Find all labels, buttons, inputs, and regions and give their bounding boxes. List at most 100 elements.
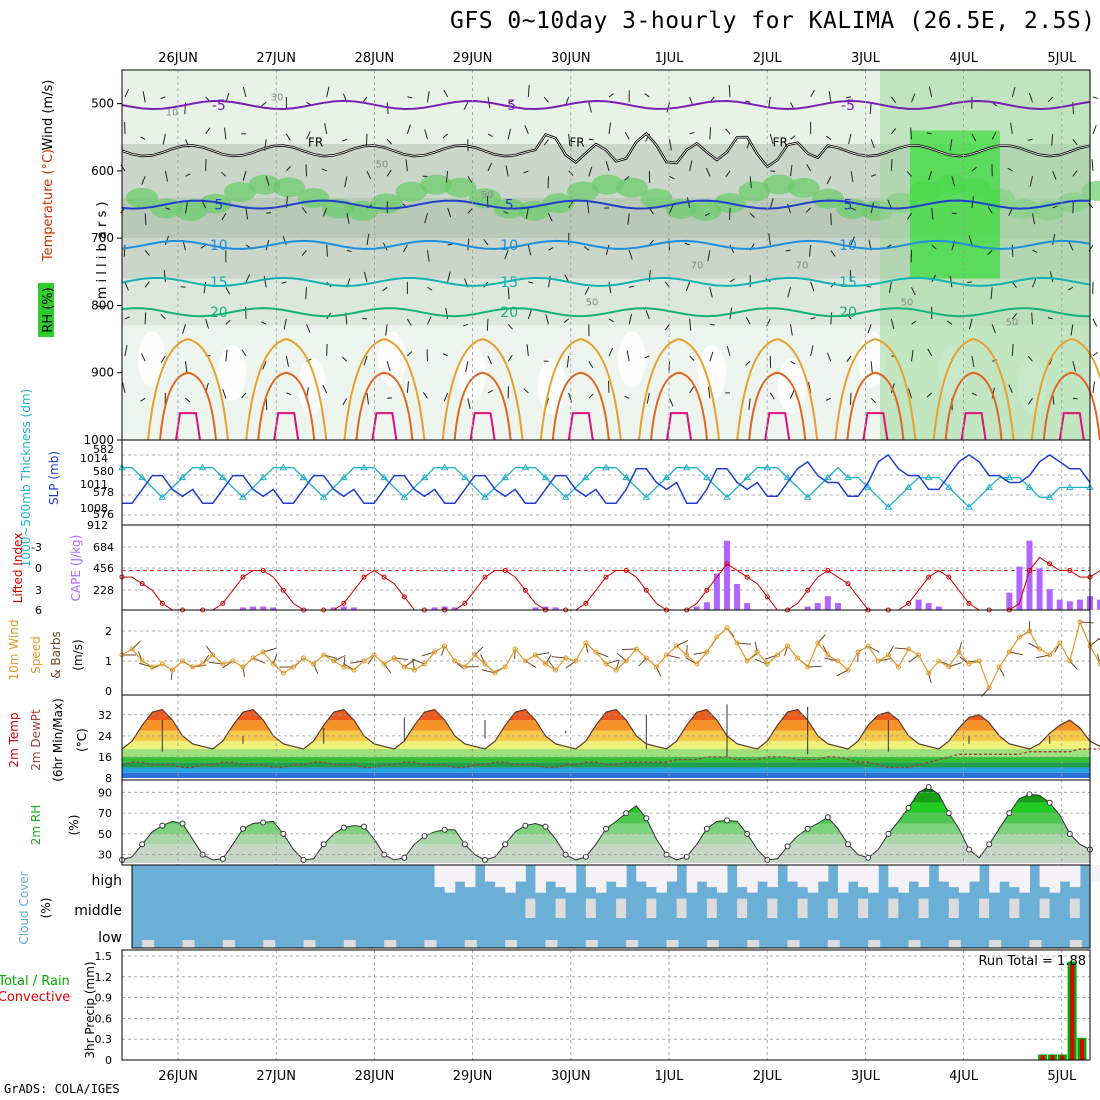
- cloud-gap-low: [585, 940, 598, 948]
- cape-bar: [713, 573, 720, 610]
- wind-barb: [507, 128, 511, 140]
- rh-blob: [689, 200, 722, 221]
- rh-point: [582, 853, 589, 860]
- wind-speed-point: [301, 655, 306, 661]
- wind-barb: [443, 392, 449, 402]
- grads-credit: GrADS: COLA/IGES: [4, 1082, 120, 1096]
- wind-speed-point: [210, 652, 216, 658]
- cloud-gap-high: [858, 865, 869, 888]
- wind-barb: [443, 89, 449, 98]
- li-point: [1047, 561, 1053, 567]
- wind-barb: [968, 235, 973, 246]
- wind-barb: [346, 249, 352, 253]
- wind-barb: [144, 249, 150, 256]
- thickness-point: [723, 493, 731, 500]
- rh-point: [724, 817, 730, 824]
- wind-barb: [406, 381, 409, 393]
- isotherm-label: 10: [210, 238, 228, 254]
- wind10m-axis-label-2: Speed: [29, 636, 43, 674]
- cloud-gap-high: [898, 865, 909, 893]
- wind-barb: [1092, 318, 1098, 327]
- li-point: [280, 587, 286, 593]
- wind-barb: [1092, 381, 1095, 393]
- rh-blob: [591, 174, 624, 195]
- thickness-point: [581, 473, 590, 481]
- warm-isotherm-line: [736, 338, 819, 441]
- wind-barb: [749, 212, 755, 218]
- rh-tick-label: 50: [98, 828, 112, 841]
- wind-speed-point: [311, 661, 317, 667]
- day-label-bottom: 5JUL: [1047, 1069, 1077, 1084]
- thickness-point: [360, 463, 368, 471]
- wind-barb: [766, 318, 771, 327]
- wind-barb: [524, 125, 529, 135]
- wind-barb: [203, 281, 207, 294]
- cloud-gap-low: [303, 940, 316, 948]
- wind-speed-point: [583, 640, 589, 646]
- rh-point: [421, 832, 428, 839]
- wind-barb: [123, 244, 126, 257]
- wind-speed-point: [351, 667, 357, 673]
- day-label-top: 4JUL: [949, 51, 979, 66]
- day-label-top: 30JUN: [551, 51, 591, 66]
- slp-tick-label: 1014: [80, 452, 108, 465]
- wind-speed-point: [946, 664, 952, 670]
- wind-speed-point: [280, 670, 286, 676]
- rh-blob: [787, 177, 820, 198]
- wind-barb: [164, 170, 169, 182]
- wind-barb: [689, 318, 692, 331]
- wind-barb: [462, 323, 468, 327]
- wind-barb: [526, 344, 529, 356]
- wind-speed-point: [936, 658, 942, 664]
- wind-barb: [346, 213, 350, 224]
- wind-barb: [849, 270, 852, 282]
- cloud-gap-high: [616, 865, 627, 888]
- wind-barb: [285, 166, 292, 172]
- wind-barb: [911, 93, 916, 103]
- wind-barb: [342, 356, 348, 362]
- temp-tick-label: 24: [98, 730, 112, 743]
- wind-barb: [931, 244, 937, 250]
- wind-speed-point: [1027, 628, 1032, 634]
- cape-bar: [925, 603, 932, 610]
- hot-isotherm-line: [551, 371, 610, 441]
- rh-point: [260, 819, 267, 826]
- wind-barb: [447, 207, 452, 218]
- wind-barb: [306, 131, 311, 140]
- cloud-gap-high: [807, 865, 819, 893]
- dry-pocket: [458, 344, 486, 401]
- rh-blob: [224, 181, 256, 202]
- wind-speed-point: [411, 667, 417, 673]
- rh-point: [784, 843, 791, 850]
- isotherm-label: 10: [500, 238, 518, 254]
- wind-barb: [205, 127, 211, 135]
- thickness-point: [1045, 493, 1054, 500]
- panel-rh-2m: 90 70 50 30 2m RH (%): [29, 779, 1093, 866]
- wind-barb: [486, 318, 489, 331]
- wind-barb: [282, 235, 287, 246]
- cloud-gap-low: [1069, 940, 1082, 948]
- wind-speed-point: [815, 640, 821, 646]
- thickness-point: [924, 473, 933, 481]
- cloud-gap-high: [888, 865, 899, 888]
- wind-speed-point: [1067, 658, 1073, 664]
- dewpt-axis-label: 2m DewPt: [29, 709, 43, 771]
- cloud-frame: [131, 864, 1091, 949]
- li-point: [643, 587, 649, 593]
- wind-barb: [385, 324, 388, 336]
- rh-contour-label: 10: [166, 108, 179, 119]
- rh-contour-label: 70: [691, 260, 704, 271]
- cloud-gap-high: [767, 865, 778, 888]
- hot-isotherm-line: [846, 371, 905, 441]
- freezing-level-label: FR: [569, 136, 584, 150]
- cloud-gap-low: [464, 940, 477, 948]
- cloud-gap-high: [495, 865, 506, 888]
- cloud-gap-low: [948, 940, 961, 948]
- wind-barb: [241, 392, 247, 399]
- wind-barb: [322, 384, 328, 394]
- li-point: [361, 574, 367, 580]
- rh-blob: [444, 177, 477, 198]
- cloud-gap-low: [868, 940, 881, 948]
- thickness-line: [122, 466, 1090, 509]
- minmax-axis-label: (6hr Min/Max): [51, 698, 65, 782]
